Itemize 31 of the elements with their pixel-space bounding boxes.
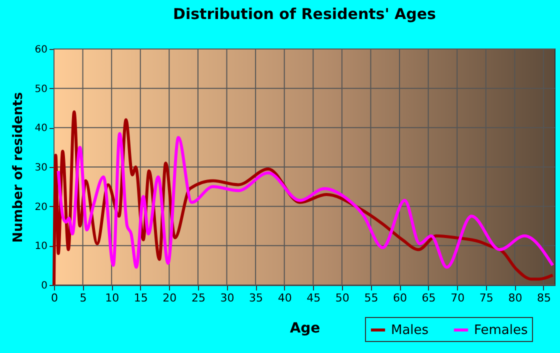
x-tick-label: 55 [364,292,378,304]
y-axis-title: Number of residents [10,92,26,243]
y-tick-label: 30 [34,162,48,174]
x-tick-label: 60 [393,292,408,304]
y-tick-label: 10 [34,241,48,252]
y-tick-label: 0 [41,280,48,292]
x-tick-label: 70 [450,292,465,304]
x-tick-label: 85 [536,292,551,304]
legend-label: Females [474,323,528,338]
legend-label: Males [391,323,429,338]
line-series [56,132,554,269]
x-axis-title: Age [290,320,320,336]
x-tick-label: 75 [479,292,494,304]
x-tick-label: 40 [278,292,292,304]
chart-title: Distribution of Residents' Ages [173,5,436,23]
y-tick-label: 20 [34,202,48,213]
x-tick-label: 25 [191,292,206,304]
x-tick-label: 20 [162,292,177,304]
x-tick-label: 65 [422,292,436,304]
y-tick-label: 50 [34,84,48,95]
x-tick-label: 35 [249,292,264,304]
x-tick-label: 30 [220,292,234,304]
x-tick-label: 5 [80,292,87,304]
y-tick-label: 40 [34,123,48,134]
x-tick-label: 10 [105,292,120,304]
x-tick-label: 15 [134,292,148,304]
x-tick-label: 80 [508,292,522,304]
y-tick-label: 60 [34,44,48,56]
x-tick-label: 0 [51,292,58,304]
x-tick-label: 50 [335,292,350,304]
x-tick-label: 45 [306,292,321,304]
